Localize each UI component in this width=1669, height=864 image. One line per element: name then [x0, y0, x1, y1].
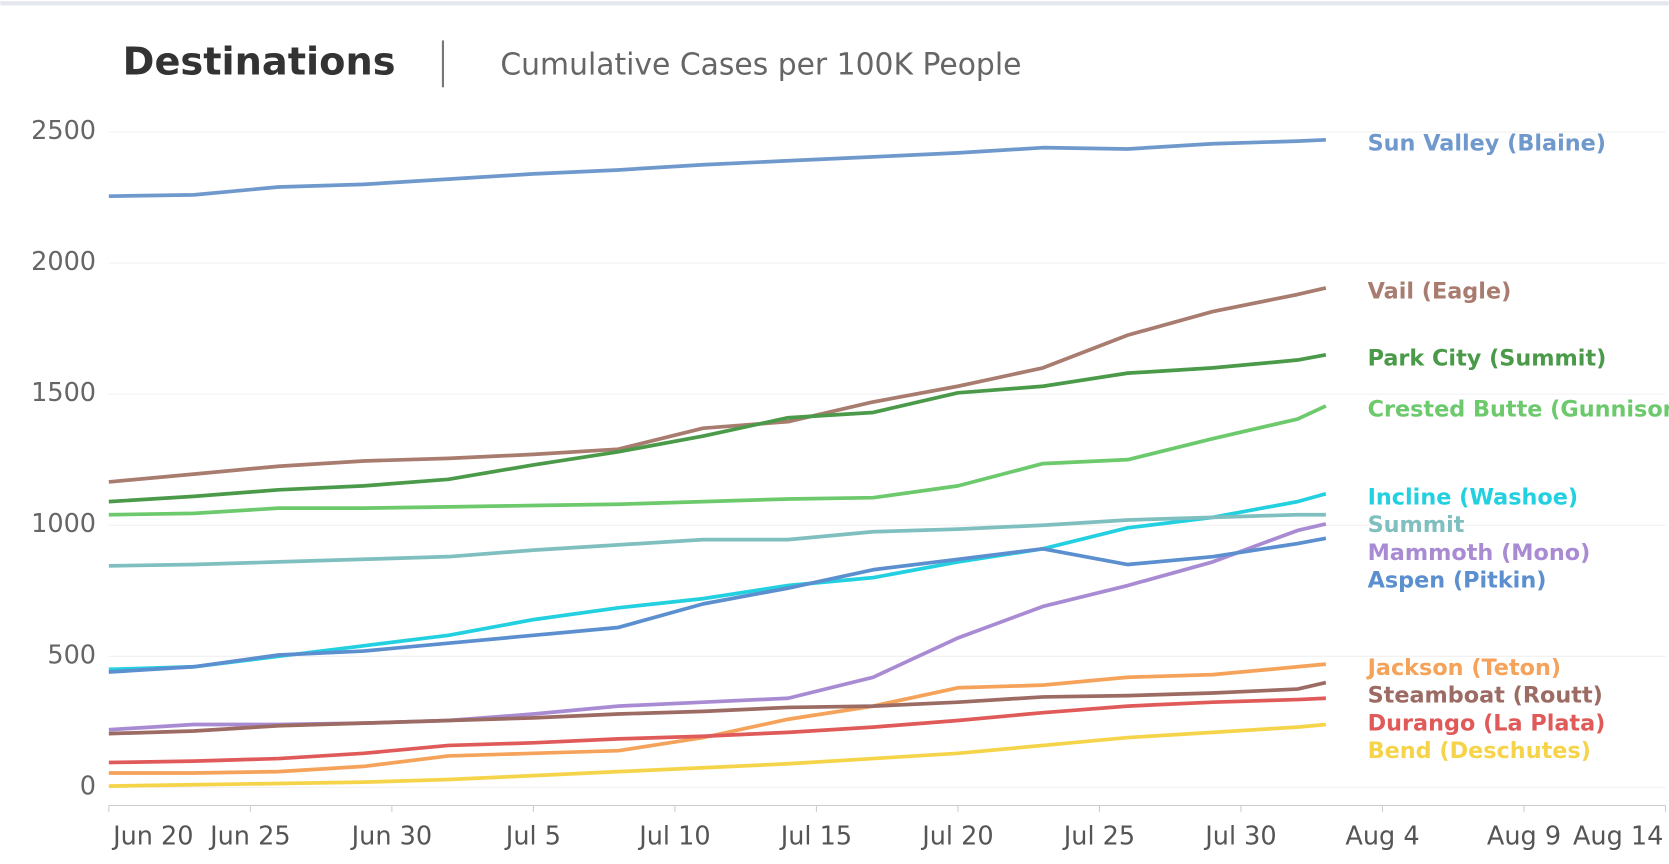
x-tick-label: Jul 10 — [637, 821, 710, 851]
x-tick-label: Jun 25 — [208, 821, 290, 851]
series-label: Incline (Washoe) — [1368, 485, 1579, 511]
series-label: Sun Valley (Blaine) — [1368, 131, 1606, 157]
series-label: Summit — [1368, 512, 1465, 538]
series-label: Vail (Eagle) — [1368, 279, 1512, 305]
y-tick-label: 2000 — [31, 247, 96, 277]
series-label: Park City (Summit) — [1368, 346, 1607, 372]
series-label: Crested Butte (Gunnison) — [1368, 397, 1669, 423]
x-tick-label: Jul 30 — [1203, 821, 1276, 851]
series-label: Durango (La Plata) — [1368, 710, 1606, 736]
series-line — [108, 404, 1327, 517]
y-tick-label: 500 — [47, 640, 96, 670]
series-line — [108, 662, 1327, 775]
series-label: Mammoth (Mono) — [1368, 540, 1591, 566]
series-line — [108, 512, 1326, 568]
series-line — [108, 137, 1326, 199]
series-line — [108, 680, 1327, 736]
x-tick-label: Jul 5 — [504, 821, 561, 851]
y-tick-label: 0 — [80, 771, 96, 801]
x-tick-label: Jul 15 — [779, 821, 852, 851]
y-tick-label: 1500 — [31, 378, 96, 408]
series-label: Steamboat (Routt) — [1368, 683, 1603, 709]
x-tick-label: Jun 20 — [111, 821, 193, 851]
y-tick-label: 2500 — [31, 116, 96, 146]
x-tick-label: Aug 9 — [1487, 821, 1561, 851]
x-tick-label: Jun 30 — [350, 821, 432, 851]
x-tick-label: Jul 20 — [920, 821, 993, 851]
x-tick-label: Aug 14 — [1573, 821, 1663, 851]
chart-title: Destinations — [123, 39, 396, 84]
series-line — [108, 536, 1327, 674]
series-line — [108, 722, 1327, 788]
series-line — [108, 696, 1326, 765]
x-tick-label: Jul 25 — [1062, 821, 1135, 851]
series-label: Aspen (Pitkin) — [1368, 567, 1547, 593]
series-line — [108, 352, 1327, 504]
series-label: Bend (Deschutes) — [1368, 738, 1591, 764]
x-tick-label: Aug 4 — [1345, 821, 1419, 851]
y-tick-label: 1000 — [31, 509, 96, 539]
series-label: Jackson (Teton) — [1366, 655, 1561, 681]
series-line — [108, 286, 1327, 484]
series-line — [108, 491, 1327, 672]
chart-subtitle: Cumulative Cases per 100K People — [500, 47, 1021, 82]
